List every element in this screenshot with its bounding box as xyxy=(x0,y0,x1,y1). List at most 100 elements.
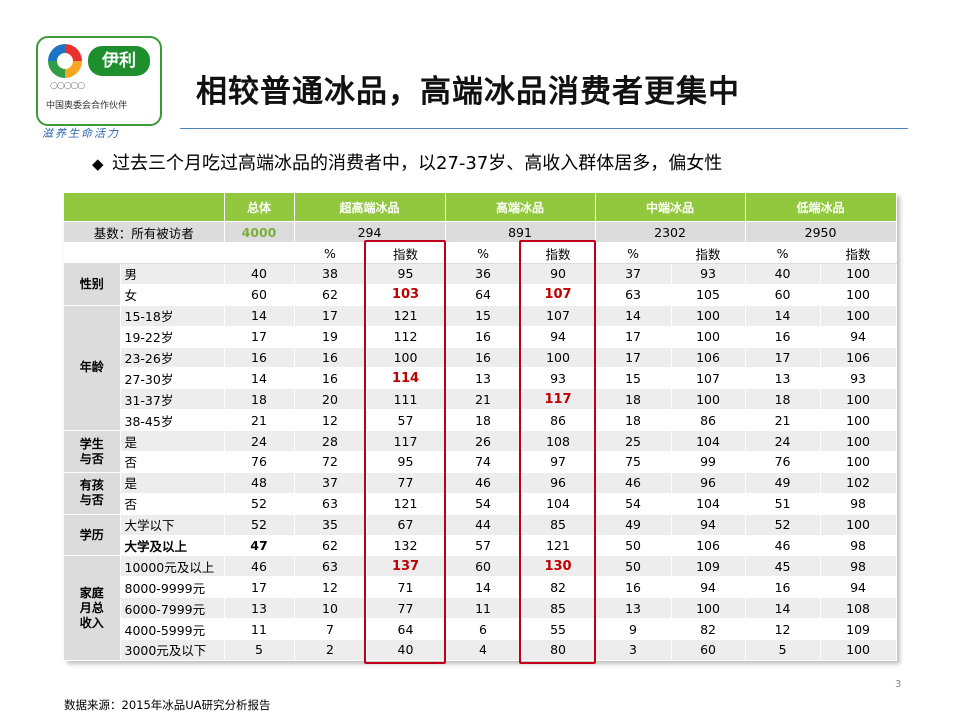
pct-cell: 2 xyxy=(294,639,367,661)
index-cell: 97 xyxy=(521,451,596,473)
logo-partner-text: 中国奥委会合作伙伴 xyxy=(46,101,128,111)
group-label: 学历 xyxy=(64,514,121,557)
index-cell: 100 xyxy=(671,305,746,327)
row-label: 38-45岁 xyxy=(120,409,225,432)
group-label: 年龄 xyxy=(64,305,121,432)
index-cell: 137 xyxy=(366,555,446,578)
pct-cell: 12 xyxy=(745,618,821,641)
index-cell: 100 xyxy=(820,388,897,411)
pct-cell: 18 xyxy=(445,409,522,432)
total-pct: 40 xyxy=(224,263,295,285)
pct-cell: 37 xyxy=(595,263,672,285)
index-cell: 106 xyxy=(671,347,746,369)
index-cell: 109 xyxy=(671,555,746,578)
pct-cell: 26 xyxy=(445,430,522,453)
index-cell: 100 xyxy=(521,347,596,369)
index-cell: 96 xyxy=(521,472,596,494)
table-row: 4000-5999元 11 7 64 6 55 9 82 12 109 xyxy=(64,618,897,641)
pct-cell: 16 xyxy=(745,576,821,599)
index-cell: 107 xyxy=(671,367,746,390)
row-label: 3000元及以下 xyxy=(120,639,225,661)
subheader-cell: % xyxy=(445,242,522,264)
table-row: 19-22岁 17 19 112 16 94 17 100 16 94 xyxy=(64,326,897,348)
pct-cell: 46 xyxy=(595,472,672,494)
total-pct: 17 xyxy=(224,576,295,599)
pct-cell: 9 xyxy=(595,618,672,641)
base-total: 4000 xyxy=(224,221,295,243)
row-label: 4000-5999元 xyxy=(120,618,225,641)
base-row: 基数：所有被访者 4000 294 891 2302 2950 xyxy=(64,221,897,243)
group-label: 有孩 与否 xyxy=(64,472,121,515)
table-row: 否 52 63 121 54 104 54 104 51 98 xyxy=(64,493,897,515)
subheader-cell: 指数 xyxy=(820,242,897,264)
pct-cell: 13 xyxy=(595,597,672,620)
subheader-row: % 指数% 指数% 指数% 指数 xyxy=(64,242,897,264)
table-row: 8000-9999元 17 12 71 14 82 16 94 16 94 xyxy=(64,576,897,599)
index-cell: 64 xyxy=(366,618,446,641)
index-cell: 85 xyxy=(521,514,596,536)
index-cell: 95 xyxy=(366,263,446,285)
subheader-cell: 指数 xyxy=(671,242,746,264)
index-cell: 98 xyxy=(820,535,897,557)
pct-cell: 35 xyxy=(294,514,367,536)
pct-cell: 7 xyxy=(294,618,367,641)
index-cell: 98 xyxy=(820,555,897,578)
index-cell: 55 xyxy=(521,618,596,641)
base-label: 基数：所有被访者 xyxy=(64,221,225,243)
index-cell: 103 xyxy=(366,284,446,306)
table-row: 家庭 月总 收入 10000元及以上 46 63 137 60 130 50 109 45 98 xyxy=(64,555,897,661)
pct-cell: 14 xyxy=(445,576,522,599)
pct-cell: 45 xyxy=(745,555,821,578)
pct-cell: 4 xyxy=(445,639,522,661)
total-pct: 52 xyxy=(224,493,295,515)
table-row: 否 76 72 95 74 97 75 99 76 100 xyxy=(64,451,897,473)
index-cell: 100 xyxy=(820,639,897,661)
title-divider xyxy=(180,128,908,129)
row-label: 大学及以上 xyxy=(120,535,225,557)
index-cell: 94 xyxy=(671,514,746,536)
index-cell: 121 xyxy=(366,493,446,515)
index-cell: 94 xyxy=(820,576,897,599)
pct-cell: 5 xyxy=(745,639,821,661)
index-cell: 112 xyxy=(366,326,446,348)
index-cell: 100 xyxy=(671,597,746,620)
total-pct: 21 xyxy=(224,409,295,432)
base-value: 2302 xyxy=(595,221,746,243)
index-cell: 86 xyxy=(671,409,746,432)
group-label: 学生 与否 xyxy=(64,430,121,473)
pct-cell: 62 xyxy=(294,284,367,306)
index-cell: 77 xyxy=(366,472,446,494)
pct-cell: 17 xyxy=(595,326,672,348)
pct-cell: 25 xyxy=(595,430,672,453)
index-cell: 93 xyxy=(820,367,897,390)
pct-cell: 21 xyxy=(445,388,522,411)
pct-cell: 18 xyxy=(595,388,672,411)
pct-cell: 63 xyxy=(294,555,367,578)
pct-cell: 16 xyxy=(745,326,821,348)
pct-cell: 52 xyxy=(745,514,821,536)
pct-cell: 3 xyxy=(595,639,672,661)
subheader-cell: 指数 xyxy=(521,242,596,264)
index-cell: 82 xyxy=(521,576,596,599)
pct-cell: 16 xyxy=(595,576,672,599)
pct-cell: 76 xyxy=(745,451,821,473)
pct-cell: 49 xyxy=(595,514,672,536)
pct-cell: 54 xyxy=(595,493,672,515)
index-cell: 40 xyxy=(366,639,446,661)
total-pct: 24 xyxy=(224,430,295,453)
diamond-bullet-icon: ◆ xyxy=(92,155,104,173)
pct-cell: 57 xyxy=(445,535,522,557)
index-cell: 80 xyxy=(521,639,596,661)
index-cell: 108 xyxy=(521,430,596,453)
pct-cell: 14 xyxy=(745,305,821,327)
index-cell: 100 xyxy=(671,326,746,348)
index-cell: 104 xyxy=(671,430,746,453)
pct-cell: 72 xyxy=(294,451,367,473)
pct-cell: 15 xyxy=(445,305,522,327)
header-row: 总体 超高端冰品 高端冰品 中端冰品 低端冰品 xyxy=(64,193,897,222)
index-cell: 85 xyxy=(521,597,596,620)
pct-cell: 12 xyxy=(294,576,367,599)
pct-cell: 63 xyxy=(294,493,367,515)
index-cell: 114 xyxy=(366,367,446,390)
pct-cell: 60 xyxy=(745,284,821,306)
